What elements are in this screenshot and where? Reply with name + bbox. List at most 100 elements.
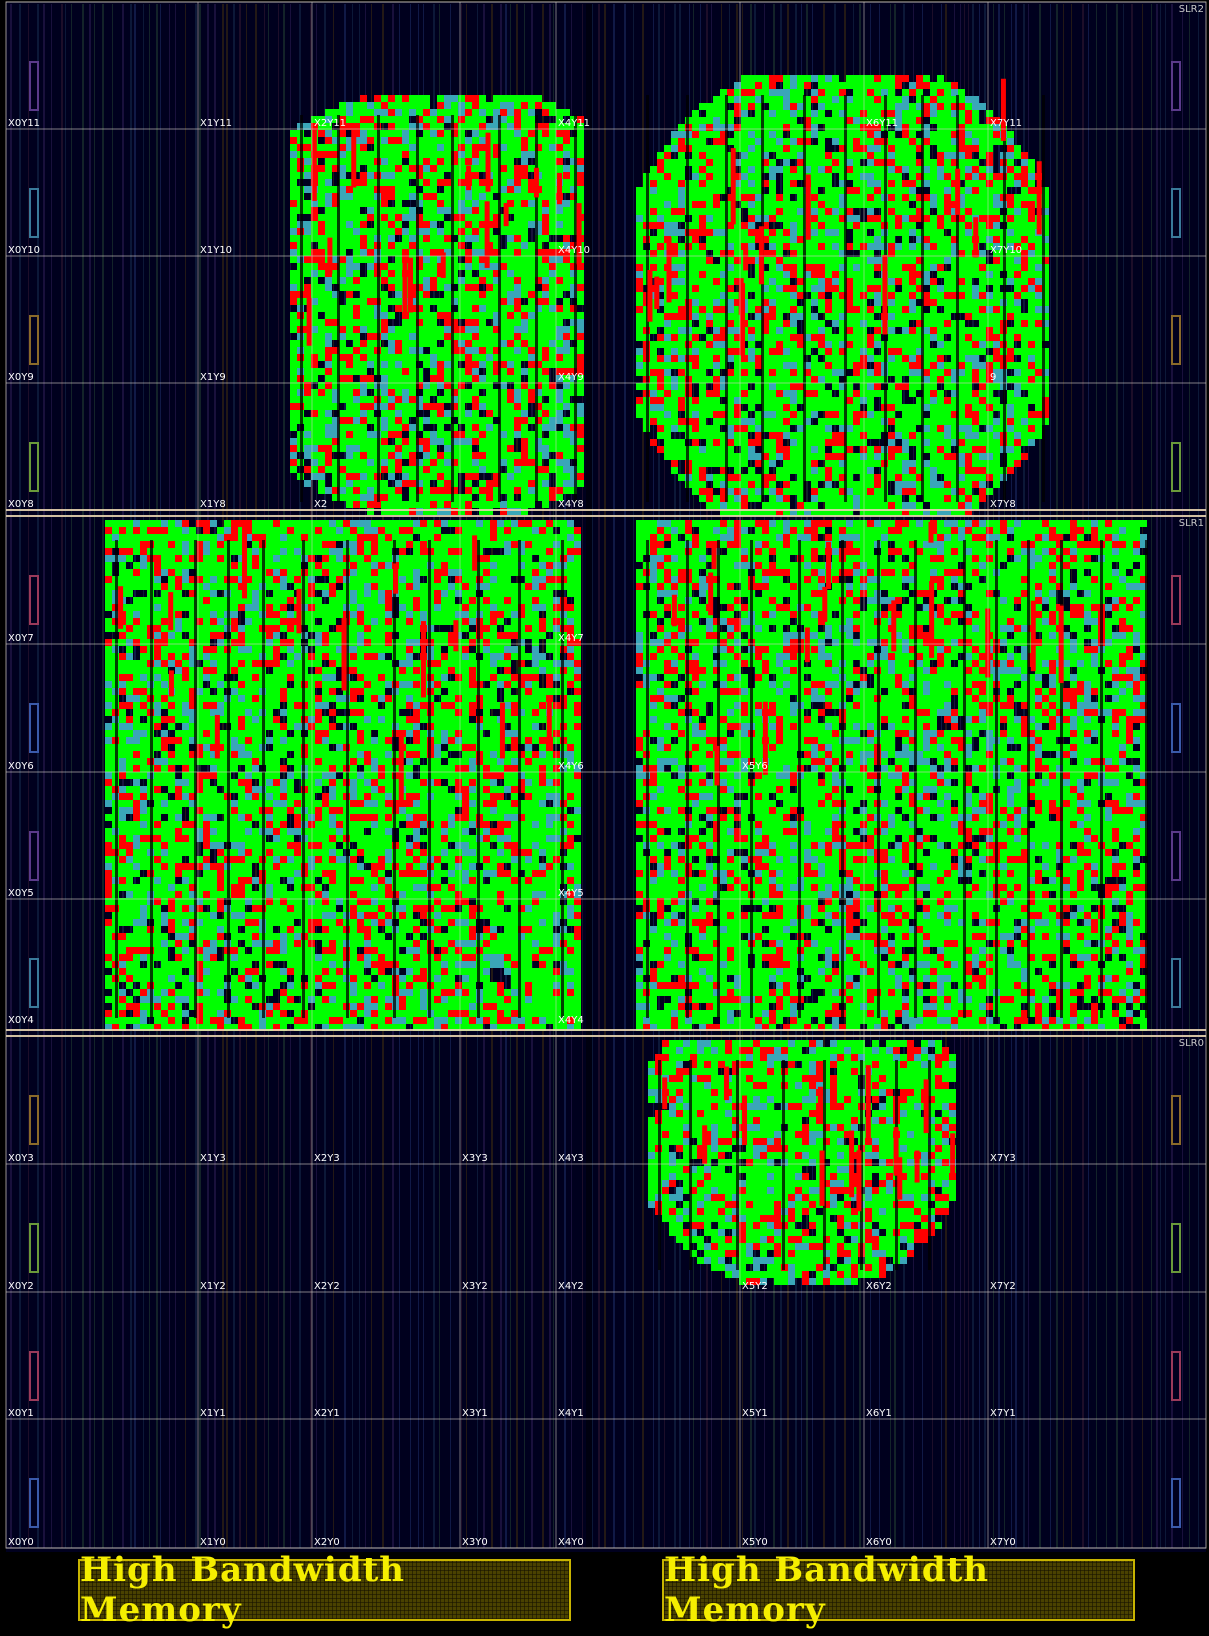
placed-cell [713, 334, 720, 341]
placed-cell [528, 431, 535, 438]
placed-cell [790, 187, 797, 194]
placed-cell [1014, 383, 1021, 390]
placed-cell [916, 229, 923, 236]
placed-cell [986, 222, 993, 229]
placed-cell [650, 271, 657, 278]
placed-cell [867, 383, 874, 390]
placed-cell [332, 438, 339, 445]
placed-cell [325, 361, 332, 368]
placed-cell [790, 397, 797, 404]
placed-cell [636, 355, 643, 362]
placed-cell [360, 368, 367, 375]
placed-cell [549, 291, 556, 298]
placed-cell [895, 397, 902, 404]
placed-cell [1028, 313, 1035, 320]
placed-cell [563, 368, 570, 375]
placed-cell [367, 137, 374, 144]
placed-cell [839, 425, 846, 432]
placed-cell [451, 508, 458, 515]
placed-cell [748, 138, 755, 145]
placed-cell [507, 298, 514, 305]
placed-cell [465, 284, 472, 291]
placed-cell [657, 166, 664, 173]
placed-cell [381, 375, 388, 382]
placed-cell [720, 432, 727, 439]
placed-cell [923, 208, 930, 215]
placed-cell [993, 243, 1000, 250]
placed-cell [993, 348, 1000, 355]
placed-cell [846, 103, 853, 110]
placed-cell [500, 137, 507, 144]
placed-cell [825, 124, 832, 131]
placed-cell [804, 411, 811, 418]
placed-cell [367, 508, 374, 515]
placed-cell [776, 96, 783, 103]
placed-cell [549, 396, 556, 403]
placed-cell [535, 158, 542, 165]
placed-cell [853, 369, 860, 376]
placed-cell [465, 494, 472, 501]
placed-cell [748, 243, 755, 250]
placed-cell [430, 256, 437, 263]
placed-cell [692, 404, 699, 411]
placed-cell [664, 215, 671, 222]
placed-cell [902, 285, 909, 292]
placed-cell [325, 389, 332, 396]
placed-cell [678, 250, 685, 257]
placed-cell [444, 151, 451, 158]
placed-cell [783, 194, 790, 201]
placed-cell [437, 396, 444, 403]
placed-cell [563, 382, 570, 389]
placed-cell [472, 214, 479, 221]
placed-cell [304, 417, 311, 424]
placed-cell [902, 229, 909, 236]
placed-cell [346, 116, 353, 123]
placed-cell [472, 207, 479, 214]
placed-cell [783, 222, 790, 229]
placed-cell [479, 438, 486, 445]
placed-cell [388, 151, 395, 158]
placed-cell [832, 320, 839, 327]
placed-cell [493, 445, 500, 452]
placed-cell [944, 292, 951, 299]
placed-cell [1042, 418, 1049, 425]
placed-cell [521, 193, 528, 200]
placed-cell [636, 257, 643, 264]
placed-cell [797, 103, 804, 110]
placed-cell [388, 445, 395, 452]
placed-cell [500, 382, 507, 389]
placed-cell [1035, 355, 1042, 362]
placed-cell [444, 235, 451, 242]
placed-cell [290, 137, 297, 144]
placed-cell [678, 180, 685, 187]
placed-cell [1021, 376, 1028, 383]
placed-cell [353, 501, 360, 508]
fabric-column [175, 4, 176, 1548]
placed-cell [563, 221, 570, 228]
placed-cell [500, 459, 507, 466]
placed-cell [853, 362, 860, 369]
placed-cell [965, 390, 972, 397]
placed-cell [353, 256, 360, 263]
placed-cell [458, 263, 465, 270]
placed-cell [556, 305, 563, 312]
placed-cell [706, 334, 713, 341]
placed-cell [832, 278, 839, 285]
placed-cell [500, 284, 507, 291]
placed-cell [762, 397, 769, 404]
placed-cell [818, 215, 825, 222]
placed-cell [318, 340, 325, 347]
placed-cell [507, 284, 514, 291]
placed-cell [1028, 285, 1035, 292]
placed-cell [804, 383, 811, 390]
placed-cell [304, 158, 311, 165]
placed-cell [657, 250, 664, 257]
placed-cell [528, 144, 535, 151]
fabric-column [71, 4, 72, 1548]
placed-cell [965, 425, 972, 432]
placed-cell [846, 131, 853, 138]
placed-cell [965, 131, 972, 138]
placed-cell [965, 376, 972, 383]
placed-cell [493, 438, 500, 445]
